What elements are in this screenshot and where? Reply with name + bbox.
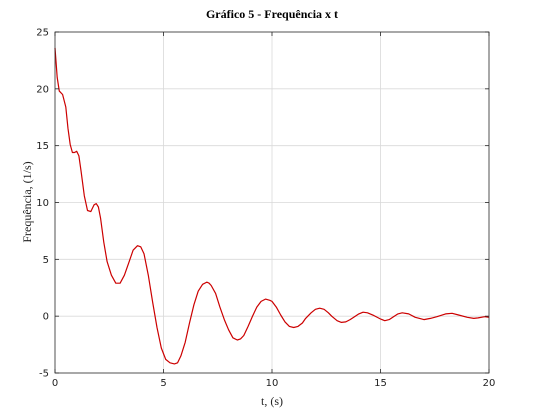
y-tick-label: 0 [43,312,49,323]
y-tick-label: 25 [36,28,49,39]
x-tick-label: 5 [160,378,166,389]
y-axis-label: Frequência, (1/s) [20,161,34,242]
ticks [54,31,490,374]
x-tick-label: 0 [52,378,58,389]
x-axis-label: t, (s) [261,394,283,408]
series-line [54,47,490,365]
series-layer [54,47,490,365]
y-tick-label: -5 [39,369,49,380]
chart-title: Gráfico 5 - Frequência x t [206,7,338,21]
x-tick-label: 10 [266,378,279,389]
y-tick-label: 20 [36,84,49,95]
x-tick-labels: 0 5 10 15 20 [52,378,496,389]
y-tick-label: 5 [43,255,49,266]
y-tick-label: 10 [36,198,49,209]
gridlines [55,32,489,373]
x-tick-label: 20 [483,378,496,389]
y-tick-label: 15 [36,141,49,152]
y-tick-labels: -5 0 5 10 15 20 25 [36,28,49,380]
x-tick-label: 15 [374,378,387,389]
